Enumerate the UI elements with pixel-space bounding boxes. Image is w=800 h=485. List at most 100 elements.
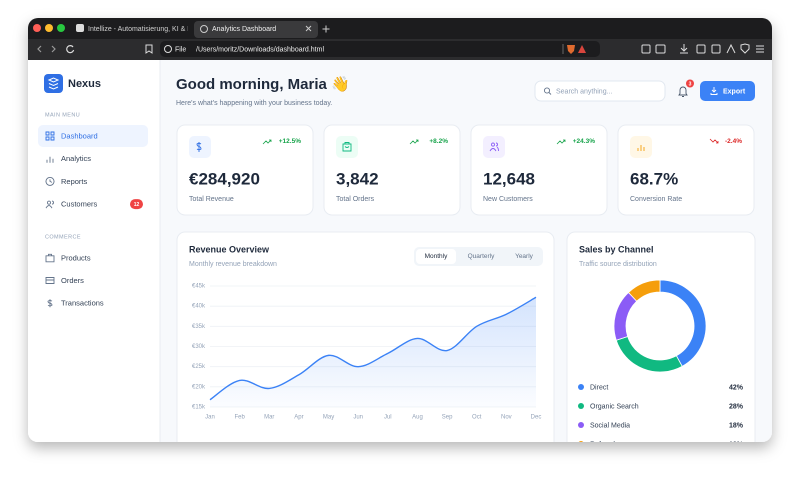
legend-dot <box>578 384 584 390</box>
search-placeholder: Search anything... <box>556 88 612 95</box>
logo-glyph <box>47 77 60 90</box>
legend-value: 42% <box>729 384 744 391</box>
x-tick-label: Nov <box>501 415 512 421</box>
export-button[interactable] <box>700 81 755 101</box>
nav-item[interactable]: Analytics <box>61 154 91 163</box>
legend-value: 12% <box>729 441 744 448</box>
new-tab[interactable] <box>322 25 330 33</box>
search-box[interactable] <box>534 80 666 102</box>
legend-label: Referral <box>590 441 615 448</box>
stat-icon <box>342 142 352 152</box>
nav-icon <box>46 156 54 163</box>
sales-subtitle: Traffic source distribution <box>579 261 657 268</box>
nav-buttons[interactable] <box>37 45 56 53</box>
nav-icon <box>45 253 55 263</box>
section-title: MAIN MENU <box>45 112 80 118</box>
stat-label: New Customers <box>483 196 533 203</box>
stat-icon <box>637 145 645 151</box>
stat-change: +8.2% <box>429 138 448 145</box>
stat-change: -2.4% <box>725 138 742 145</box>
window-content: Intellize - Automatisierung, KI & Da Ana… <box>28 18 772 448</box>
trend-arrow <box>709 138 719 144</box>
nav-icon <box>47 299 53 308</box>
search-icon <box>543 87 551 94</box>
nav-item[interactable]: Reports <box>61 177 88 186</box>
nav-item[interactable]: Products <box>61 253 91 262</box>
donut-segment <box>627 279 661 302</box>
y-tick-label: €20k <box>192 384 206 390</box>
stat-value: 68.7% <box>630 169 678 188</box>
export-label: Export <box>723 88 746 95</box>
x-tick-label: Dec <box>531 415 542 421</box>
bookmark[interactable] <box>145 44 153 54</box>
legend-label: Direct <box>590 384 608 391</box>
nav-icon <box>45 277 55 284</box>
x-tick-label: Jul <box>384 415 392 421</box>
rewards-icon[interactable] <box>578 45 586 53</box>
toolbar-icons[interactable] <box>641 43 764 54</box>
close-window[interactable] <box>33 24 41 32</box>
tab[interactable]: Intellize - Automatisierung, KI & Da <box>88 26 196 33</box>
stat-icon <box>196 142 202 152</box>
minimize-window[interactable] <box>45 24 53 32</box>
y-tick-label: €30k <box>192 344 206 350</box>
y-tick-label: €40k <box>192 304 206 310</box>
legend-label: Organic Search <box>590 403 639 410</box>
brand-name: Nexus <box>68 78 101 90</box>
sales-card <box>566 231 756 442</box>
trend-arrow <box>262 139 272 145</box>
period-option[interactable]: Quarterly <box>468 253 495 260</box>
header-subtitle: Here's what's happening with your busine… <box>176 100 332 107</box>
nav-item[interactable]: Orders <box>61 276 84 285</box>
nav-icon <box>45 176 55 186</box>
section-title: COMMERCE <box>45 234 81 240</box>
x-tick-label: Jan <box>205 415 215 421</box>
url: /Users/moritz/Downloads/dashboard.html <box>196 46 324 53</box>
y-tick-label: €35k <box>192 324 206 330</box>
stat-value: 3,842 <box>336 169 379 188</box>
legend-dot <box>578 441 584 442</box>
y-tick-label: €25k <box>192 364 206 370</box>
tab-icon <box>200 25 208 33</box>
nav-item[interactable]: Transactions <box>61 299 104 308</box>
address-bar[interactable] <box>160 41 600 57</box>
x-tick-label: Jun <box>353 415 363 421</box>
stat-icon-bg <box>336 136 358 158</box>
stat-change: +12.5% <box>279 138 301 145</box>
nav-item[interactable]: Customers <box>61 200 98 209</box>
y-tick-label: €45k <box>192 284 206 290</box>
x-tick-label: Mar <box>264 415 274 421</box>
trend-arrow <box>409 139 419 145</box>
period-option[interactable]: Yearly <box>515 253 534 260</box>
zoom-window[interactable] <box>57 24 65 32</box>
sidebar <box>28 60 160 442</box>
x-tick-label: Aug <box>412 415 423 421</box>
tab-title: Analytics Dashboard <box>212 26 276 33</box>
stat-value: 12,648 <box>483 169 535 188</box>
stat-icon-bg <box>483 136 505 158</box>
nav-item[interactable]: Dashboard <box>61 131 98 140</box>
revenue-subtitle: Monthly revenue breakdown <box>189 261 277 268</box>
x-tick-label: Feb <box>234 415 245 421</box>
legend-label: Social Media <box>590 422 630 429</box>
x-tick-label: Oct <box>472 415 482 421</box>
tab-icon <box>76 24 84 32</box>
active-tab[interactable] <box>194 21 318 38</box>
period-option[interactable]: Monthly <box>425 253 449 260</box>
nav-icon <box>45 200 54 209</box>
search-icon-handle <box>548 92 552 95</box>
period-active <box>416 249 456 264</box>
notification-count: 3 <box>689 81 692 87</box>
site-info[interactable] <box>164 45 172 53</box>
x-tick-label: Sep <box>442 415 453 421</box>
revenue-title: Revenue Overview <box>189 244 270 254</box>
notifications[interactable] <box>678 86 688 97</box>
reload[interactable] <box>66 45 75 54</box>
badge-count: 12 <box>134 202 140 208</box>
shield-icon[interactable] <box>567 45 575 54</box>
stat-change: +24.3% <box>573 138 595 145</box>
close-tab[interactable] <box>305 25 312 32</box>
brand-logo <box>44 74 63 93</box>
export-icon <box>710 87 718 95</box>
